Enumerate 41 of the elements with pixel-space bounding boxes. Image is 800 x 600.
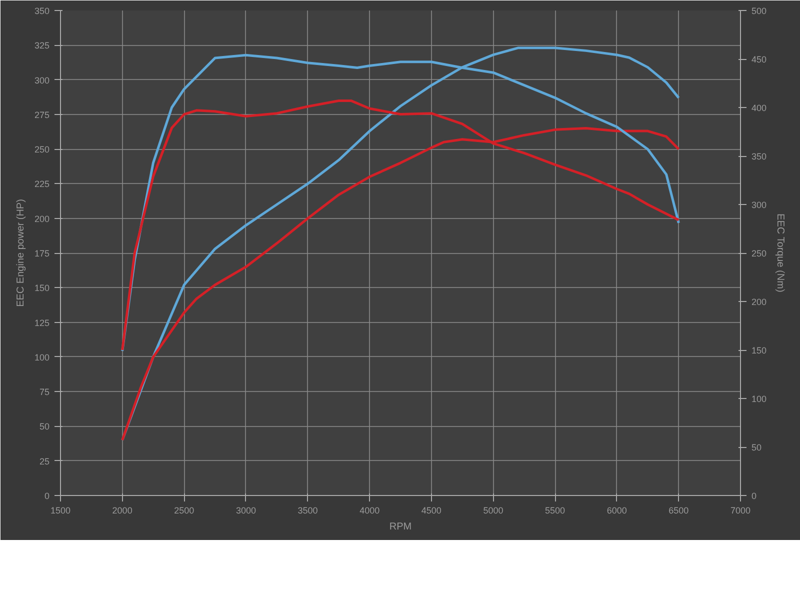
y2-tick-label: 300 <box>752 200 767 210</box>
x-axis-title: RPM <box>389 522 412 532</box>
y-tick-label: 100 <box>34 352 50 362</box>
y2-tick-label: 250 <box>752 248 767 258</box>
y-tick-label: 275 <box>34 110 50 120</box>
y2-tick-label: 0 <box>752 491 757 501</box>
y-tick-label: 125 <box>34 318 50 328</box>
y-tick-label: 325 <box>34 40 50 51</box>
y-tick-label: 175 <box>34 248 50 258</box>
x-tick-label: 2000 <box>112 506 132 516</box>
y2-tick-label: 150 <box>752 346 767 356</box>
y-tick-label: 25 <box>39 456 50 466</box>
y-axis-title: EEC Engine power (HP) <box>15 199 26 307</box>
x-tick-label: 3500 <box>298 506 318 516</box>
y2-tick-label: 450 <box>752 54 767 64</box>
x-tick-label: 6000 <box>606 506 627 516</box>
y-tick-label: 300 <box>34 75 50 86</box>
x-tick-label: 3000 <box>236 506 256 516</box>
x-tick-label: 4500 <box>421 506 442 516</box>
y2-tick-label: 200 <box>752 297 767 307</box>
y2-axis-title: EEC Torque (Nm) <box>774 214 786 292</box>
y-tick-label: 75 <box>39 387 50 398</box>
x-tick-label: 4000 <box>360 506 380 516</box>
y-tick-label: 350 <box>34 6 50 16</box>
y-tick-label: 200 <box>34 214 50 224</box>
y-tick-label: 225 <box>34 179 50 190</box>
x-tick-label: 6500 <box>668 506 689 516</box>
y-tick-label: 150 <box>34 283 50 294</box>
x-tick-label: 5000 <box>483 506 504 516</box>
y2-tick-label: 50 <box>752 442 762 452</box>
y-tick-label: 250 <box>34 144 50 155</box>
y-tick-label: 0 <box>44 491 50 501</box>
y2-tick-label: 100 <box>752 394 767 404</box>
y-tick-label: 50 <box>39 422 50 432</box>
y2-tick-label: 500 <box>752 6 767 16</box>
x-tick-label: 1500 <box>50 506 71 516</box>
x-tick-label: 7000 <box>730 506 751 516</box>
x-tick-label: 2500 <box>174 506 194 516</box>
y2-tick-label: 400 <box>752 103 767 113</box>
x-tick-label: 5500 <box>545 506 566 516</box>
y2-tick-label: 350 <box>752 152 767 162</box>
